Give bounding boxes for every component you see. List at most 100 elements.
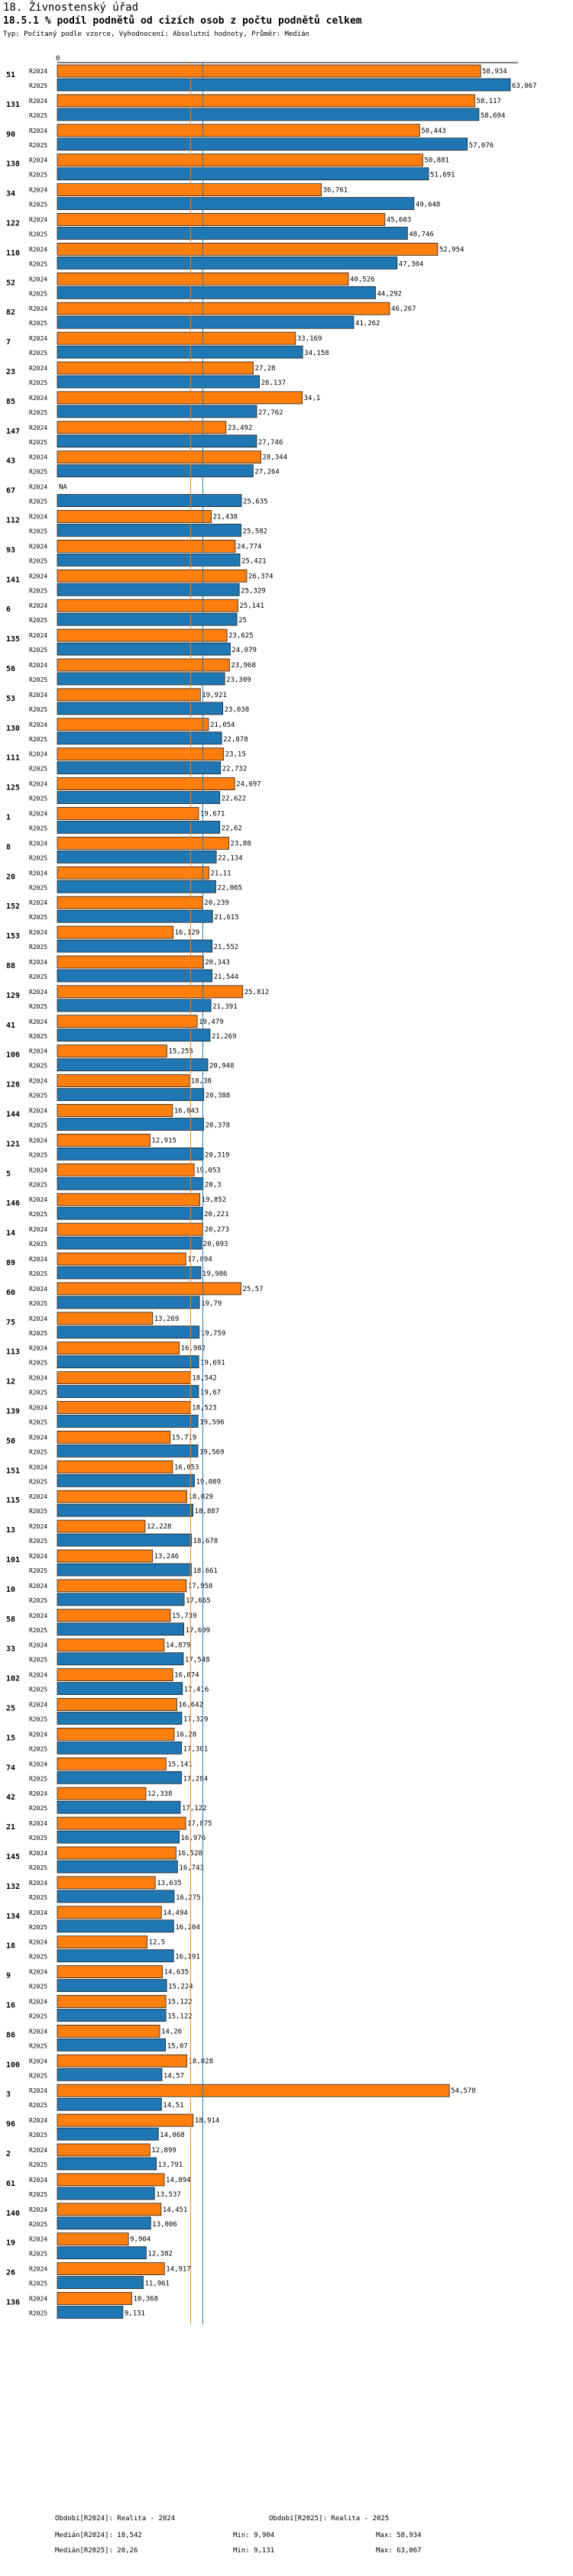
value-label-r2025: 22,732: [222, 766, 248, 773]
category-label: 53: [6, 695, 15, 703]
series-label-r2024: R2024: [29, 751, 47, 758]
value-label-r2025: 41,262: [355, 320, 380, 328]
bar-r2025: [57, 405, 257, 418]
bar-r2024: [57, 777, 235, 790]
bar-r2025: [57, 672, 225, 686]
series-label-r2025: R2025: [29, 1954, 47, 1961]
value-label-r2024: 12,338: [147, 1790, 173, 1798]
value-label-r2025: 27,264: [254, 469, 280, 476]
series-label-r2025: R2025: [29, 1448, 47, 1455]
value-label-r2024: 18,914: [195, 2117, 220, 2125]
category-label: 58: [6, 1616, 15, 1624]
bar-r2024: [57, 2292, 132, 2305]
category-label: 136: [6, 2299, 20, 2307]
value-label-r2025: 25: [238, 617, 247, 625]
legend-r2025: Období[R2025]: Realita - 2025: [269, 2515, 390, 2523]
series-label-r2024: R2024: [29, 98, 47, 105]
bar-r2024: [57, 2143, 151, 2157]
bar-r2024: [57, 1906, 162, 1919]
bar-r2024: [57, 925, 174, 939]
series-label-r2025: R2025: [29, 854, 47, 861]
series-label-r2024: R2024: [29, 1612, 47, 1619]
value-label-r2025: 14,57: [163, 2072, 184, 2080]
value-label-r2024: 23,625: [228, 632, 254, 640]
series-label-r2025: R2025: [29, 1419, 47, 1426]
value-label-r2025: 18,661: [193, 1567, 218, 1575]
bar-r2024: [57, 1846, 176, 1860]
series-label-r2024: R2024: [29, 1315, 47, 1322]
bar-r2024: [57, 1163, 195, 1177]
category-label: 25: [6, 1705, 15, 1713]
chart-title: 18.5.1 % podíl podnětů od cizích osob z …: [3, 15, 362, 27]
series-label-r2025: R2025: [29, 884, 47, 891]
value-label-r2024: 19,921: [202, 692, 227, 699]
bar-r2025: [57, 1503, 193, 1517]
value-label-r2024: 17,875: [187, 1820, 212, 1828]
category-label: 90: [6, 131, 15, 139]
value-label-r2024: 24,774: [237, 543, 262, 550]
category-label: 82: [6, 308, 15, 317]
value-label-r2024: 12,5: [149, 1939, 166, 1947]
bar-r2025: [57, 2038, 167, 2051]
category-label: 121: [6, 1140, 20, 1148]
category-label: 19: [6, 2239, 15, 2248]
series-label-r2025: R2025: [29, 676, 47, 683]
bar-r2025: [57, 1415, 199, 1428]
page-title: 18. Živnostenský úřad: [3, 2, 139, 14]
value-label-r2024: 18,542: [192, 1375, 217, 1383]
bar-r2025: [57, 851, 217, 864]
value-label-r2025: 22,62: [222, 825, 242, 833]
bar-r2025: [57, 1385, 199, 1398]
series-label-r2024: R2024: [29, 305, 47, 312]
value-label-r2024: 15,141: [167, 1761, 193, 1768]
value-label-r2025: 17,548: [185, 1657, 210, 1664]
series-label-r2024: R2024: [29, 2028, 47, 2035]
series-label-r2025: R2025: [29, 1567, 47, 1574]
series-label-r2025: R2025: [29, 320, 47, 327]
bar-r2025: [57, 821, 221, 834]
category-label: 126: [6, 1081, 20, 1089]
bar-r2025: [57, 2276, 144, 2290]
value-label-r2024: 58,934: [482, 68, 507, 76]
bar-r2025: [57, 1919, 174, 1933]
value-label-r2025: 47,304: [399, 260, 424, 268]
series-label-r2025: R2025: [29, 1538, 47, 1545]
series-label-r2024: R2024: [29, 1256, 47, 1263]
bar-r2024: [57, 2173, 165, 2187]
bar-r2025: [57, 731, 222, 745]
axis-zero-label: 0: [56, 55, 60, 63]
category-label: 140: [6, 2210, 20, 2218]
series-label-r2025: R2025: [29, 766, 47, 773]
category-label: 15: [6, 1734, 15, 1742]
bar-r2024: [57, 540, 236, 553]
bar-r2025: [57, 1088, 205, 1101]
category-label: 26: [6, 2269, 15, 2277]
series-label-r2024: R2024: [29, 1702, 47, 1709]
bar-r2025: [57, 2187, 155, 2200]
series-label-r2024: R2024: [29, 1850, 47, 1857]
series-label-r2025: R2025: [29, 379, 47, 386]
category-label: 122: [6, 220, 20, 228]
series-label-r2025: R2025: [29, 2161, 47, 2168]
bar-r2024: [57, 1341, 180, 1355]
series-label-r2024: R2024: [29, 2177, 47, 2184]
category-label: 101: [6, 1556, 20, 1564]
series-label-r2024: R2024: [29, 1909, 47, 1916]
value-label-r2024: 40,526: [350, 276, 375, 283]
category-label: 89: [6, 1259, 15, 1267]
series-label-r2024: R2024: [29, 217, 47, 224]
category-label: 93: [6, 546, 15, 554]
category-label: 86: [6, 2031, 15, 2039]
value-label-r2024: 23,15: [225, 751, 246, 759]
series-label-r2025: R2025: [29, 172, 47, 179]
bar-r2024: [57, 2232, 129, 2246]
bar-r2024: [57, 510, 212, 523]
bar-r2025: [57, 1830, 180, 1844]
bar-r2024: [57, 1371, 191, 1384]
category-label: 2: [6, 2150, 11, 2158]
value-label-r2024: 15,122: [167, 1999, 193, 2006]
value-label-r2024: 18,029: [189, 1493, 214, 1501]
bar-r2024: [57, 2054, 187, 2068]
series-label-r2025: R2025: [29, 1835, 47, 1842]
bar-r2024: [57, 331, 296, 345]
